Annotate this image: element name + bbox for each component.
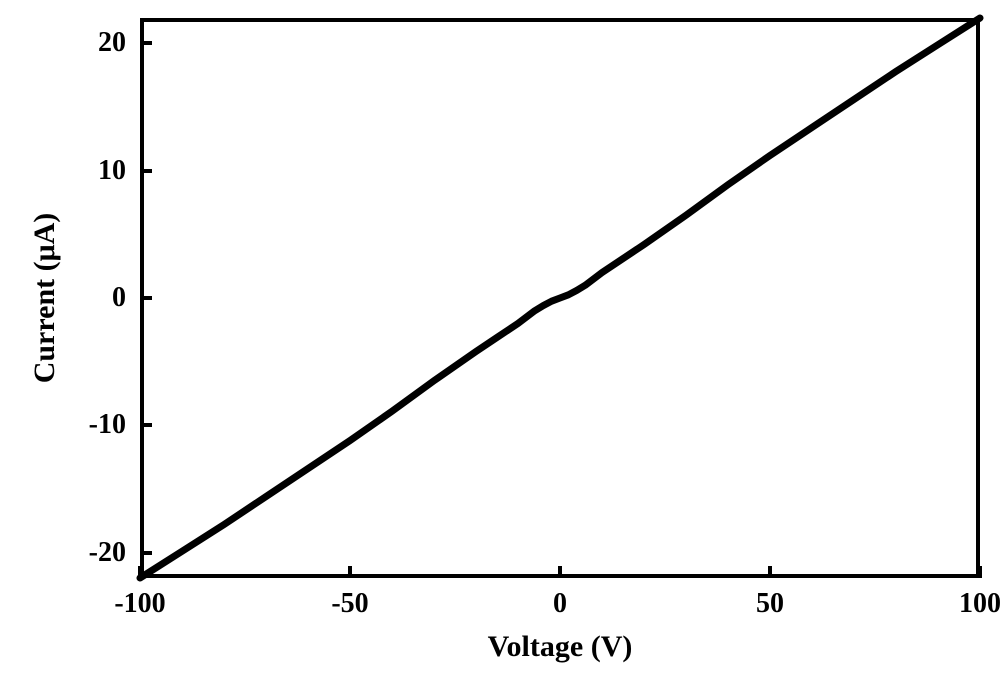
y-tick-label: -20 <box>89 537 126 569</box>
x-tick <box>768 566 772 578</box>
x-axis-label: Voltage (V) <box>488 630 633 664</box>
x-tick-label: -100 <box>114 588 165 620</box>
y-tick-label: 0 <box>112 282 126 314</box>
y-tick <box>140 169 152 173</box>
x-tick-label: 50 <box>756 588 784 620</box>
line-layer <box>0 0 1000 682</box>
x-tick <box>978 566 982 578</box>
y-tick <box>140 423 152 427</box>
x-tick-label: 0 <box>553 588 567 620</box>
x-tick-label: -50 <box>331 588 368 620</box>
series-line <box>140 18 980 578</box>
x-tick <box>138 566 142 578</box>
y-tick <box>140 296 152 300</box>
y-tick <box>140 41 152 45</box>
x-tick <box>558 566 562 578</box>
y-tick-label: 20 <box>98 27 126 59</box>
iv-chart: -100-50050100-20-1001020 Current (μA) Vo… <box>0 0 1000 682</box>
y-tick <box>140 551 152 555</box>
x-tick-label: 100 <box>959 588 1000 620</box>
y-tick-label: 10 <box>98 155 126 187</box>
y-axis-label: Current (μA) <box>28 213 62 384</box>
y-tick-label: -10 <box>89 409 126 441</box>
x-tick <box>348 566 352 578</box>
